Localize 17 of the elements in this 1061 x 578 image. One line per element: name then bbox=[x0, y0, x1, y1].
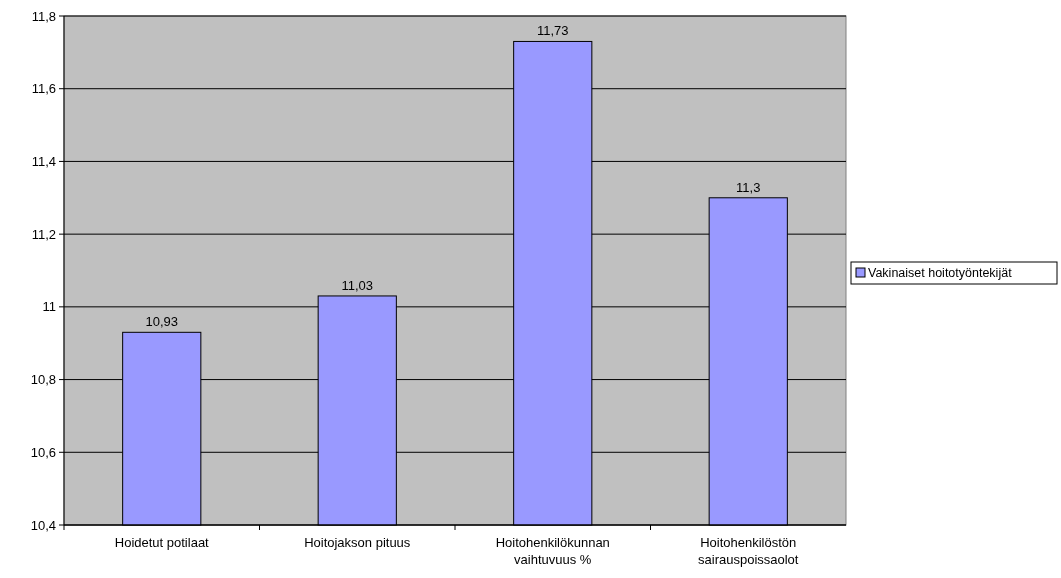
y-tick-label: 11,8 bbox=[31, 8, 56, 24]
y-tick-label: 10,8 bbox=[30, 372, 56, 388]
y-tick-label: 11,4 bbox=[31, 153, 56, 169]
y-tick-label: 11,6 bbox=[31, 81, 56, 97]
x-tick-label: Hoitojakson pituus bbox=[304, 535, 411, 550]
x-tick-label: Hoitohenkilöstön sairauspoissaolot bbox=[698, 535, 799, 567]
y-tick-label: 11,2 bbox=[31, 226, 56, 242]
y-tick-label: 11 bbox=[42, 299, 56, 315]
data-label: 11,03 bbox=[341, 277, 374, 293]
y-tick-label: 10,6 bbox=[30, 444, 56, 460]
data-label: 10,93 bbox=[145, 314, 179, 330]
x-tick-label: Hoidetut potilaat bbox=[114, 535, 210, 550]
data-label: 11,3 bbox=[736, 179, 761, 195]
x-tick-label: Hoitohenkilökunnan vaihtuvuus % bbox=[495, 535, 610, 567]
y-tick-label: 10,4 bbox=[30, 517, 56, 533]
data-label: 11,73 bbox=[536, 23, 569, 39]
legend-label: Vakinaiset hoitotyöntekijät bbox=[868, 266, 1013, 281]
